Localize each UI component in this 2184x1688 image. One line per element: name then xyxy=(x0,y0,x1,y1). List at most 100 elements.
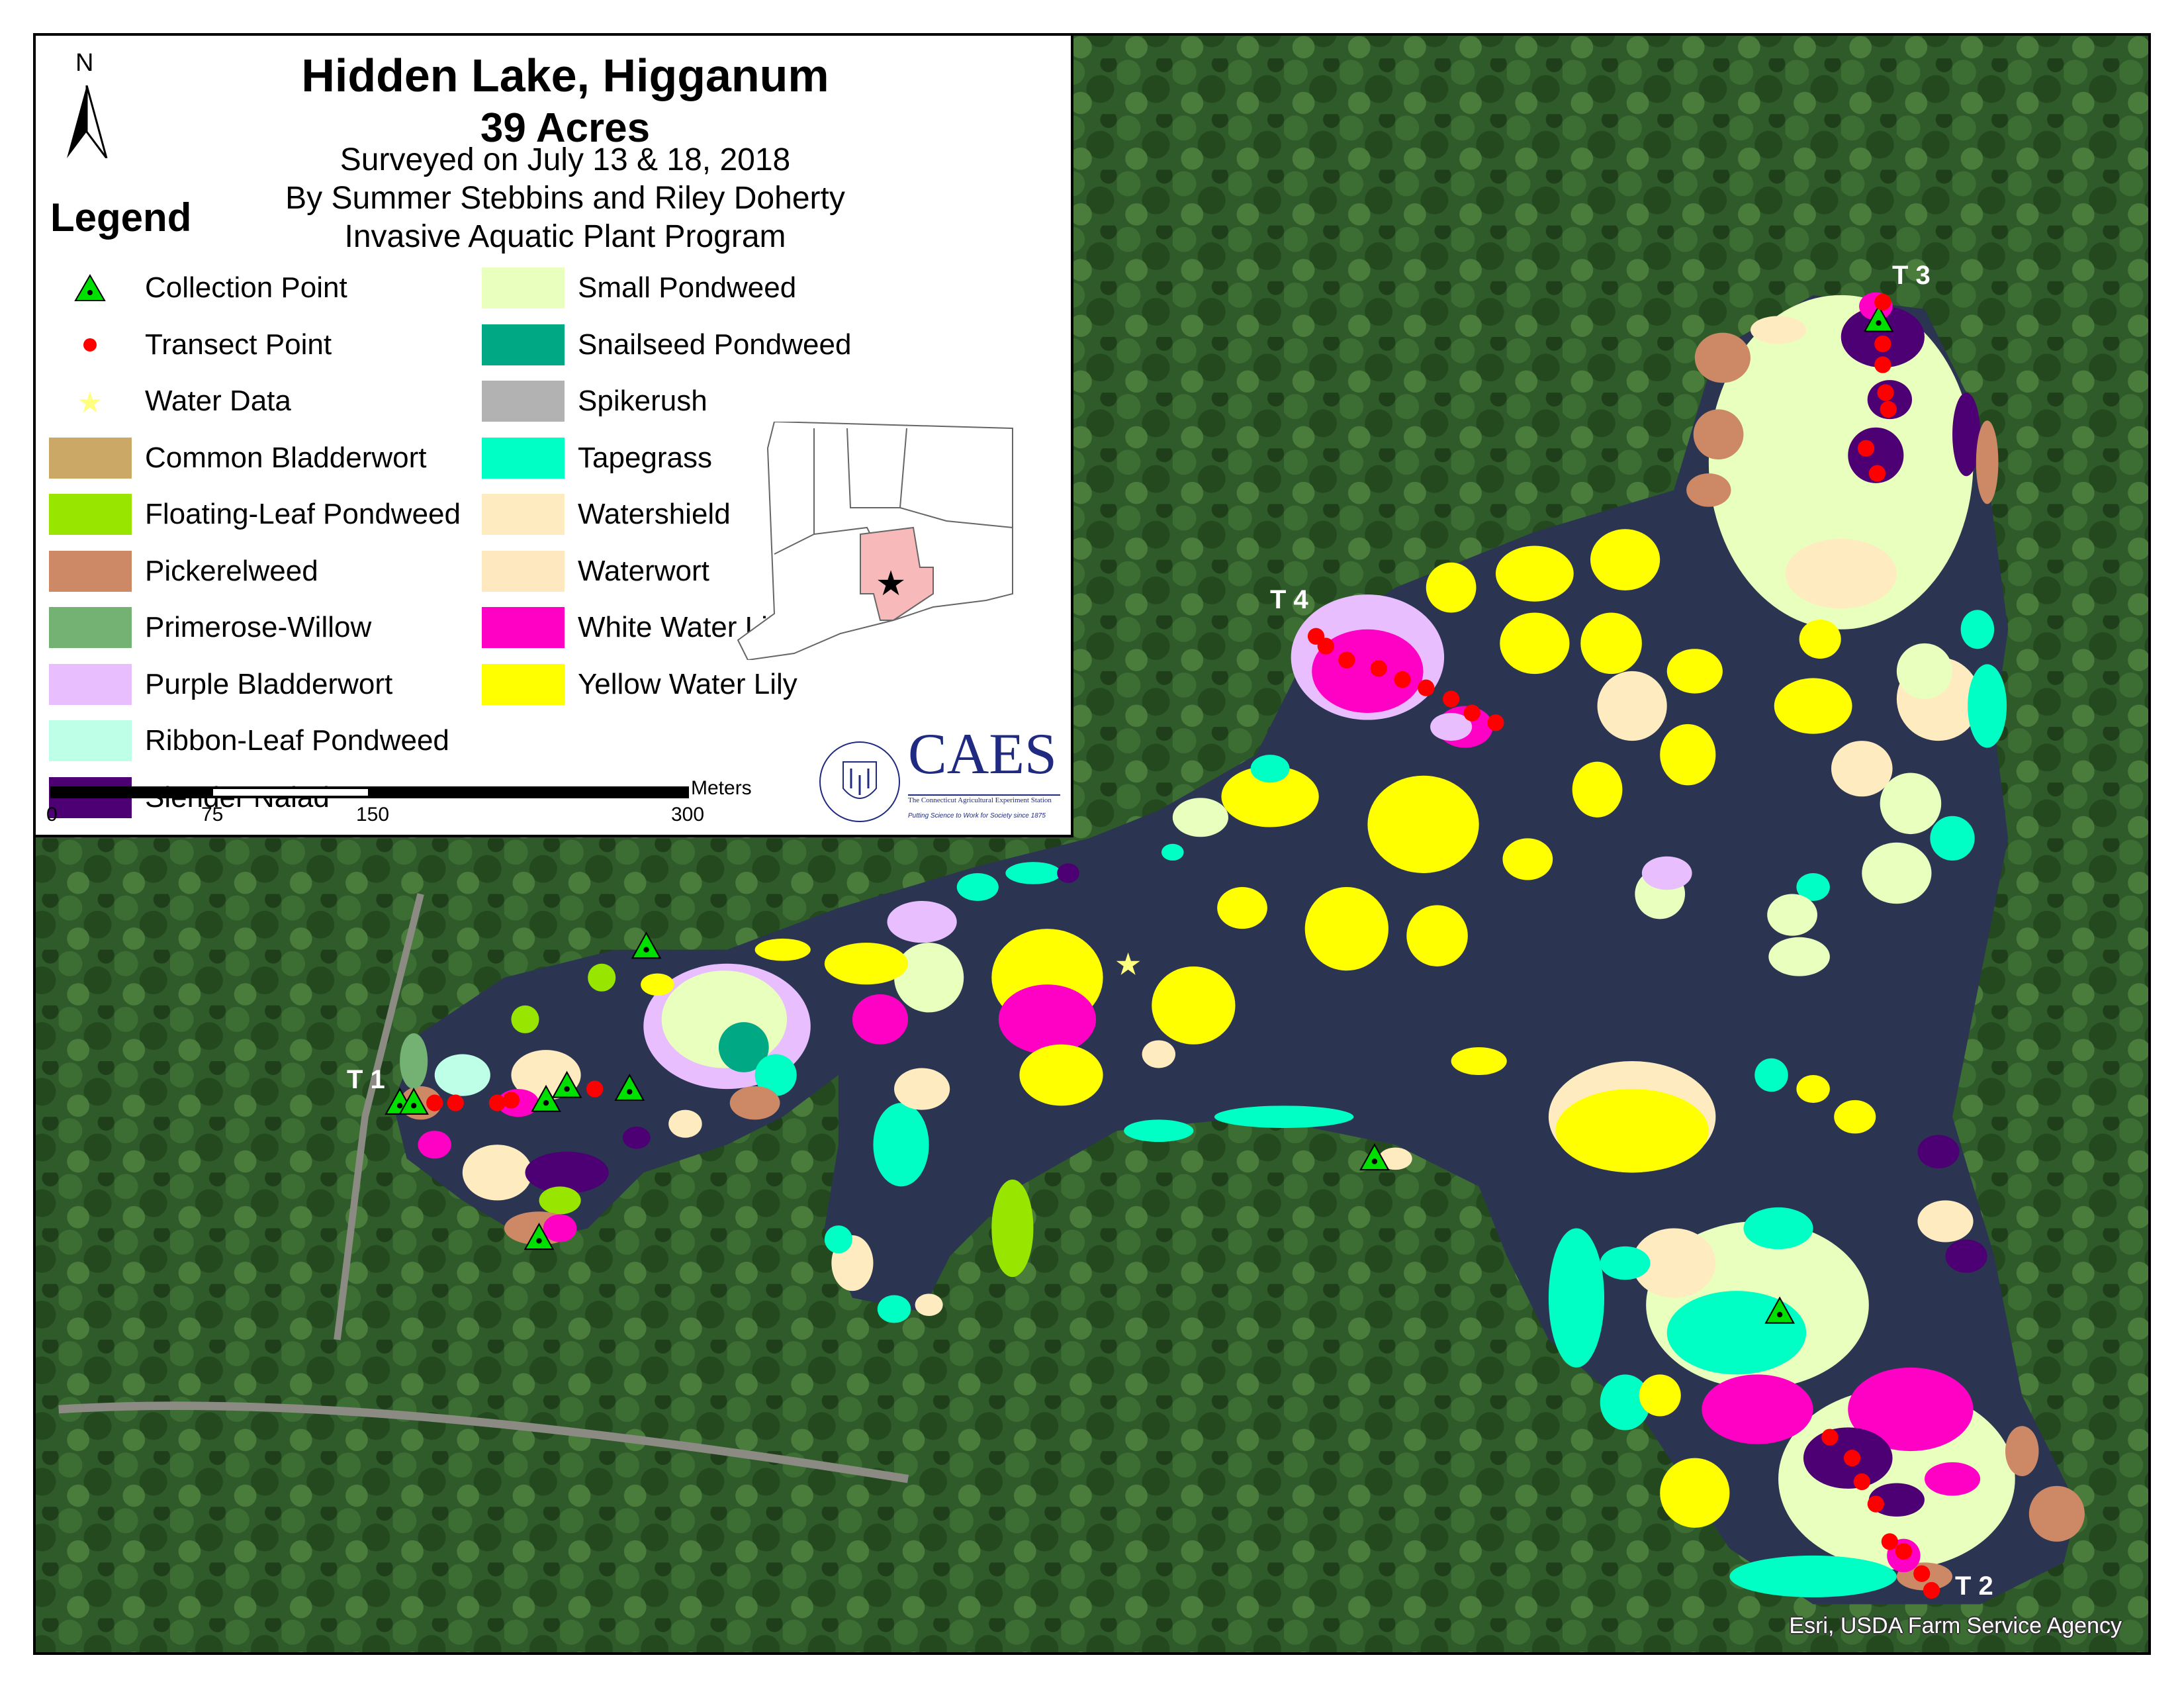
collection-point-icon[interactable] xyxy=(614,1073,645,1101)
scale-unit: Meters xyxy=(691,777,752,799)
caes-logo-text: CAES xyxy=(908,722,1057,786)
transect-point-icon[interactable] xyxy=(1442,690,1460,708)
collection-point-icon[interactable] xyxy=(531,1084,561,1112)
vegetation-patch-rlp xyxy=(434,1054,490,1096)
scale-bar xyxy=(50,786,689,798)
collection-point-icon[interactable] xyxy=(631,931,662,959)
green-triangle-icon xyxy=(49,267,132,308)
transect-point-icon[interactable] xyxy=(1338,651,1355,669)
swatch-ssp xyxy=(482,324,565,365)
legend-label: Purple Bladderwort xyxy=(145,667,393,700)
vegetation-patch-ywl xyxy=(1834,1100,1876,1134)
transect-point-icon[interactable] xyxy=(447,1094,464,1111)
red-dot-icon xyxy=(49,324,132,365)
vegetation-patch-ywl xyxy=(1217,887,1267,929)
transect-point-icon[interactable] xyxy=(1874,293,1891,310)
vegetation-patch-ws xyxy=(894,1068,950,1110)
vegetation-patch-wwl xyxy=(543,1214,577,1243)
vegetation-patch-ywl xyxy=(1451,1047,1507,1076)
map-area: 39 Acres xyxy=(480,105,651,151)
vegetation-patch-tg xyxy=(1600,1374,1651,1430)
collection-point-dot xyxy=(1776,1311,1783,1318)
transect-point-icon[interactable] xyxy=(1923,1581,1940,1599)
vegetation-patch-prw xyxy=(400,1033,428,1090)
swatch-tg xyxy=(482,437,565,479)
transect-point-icon[interactable] xyxy=(1853,1473,1870,1491)
vegetation-patch-pb xyxy=(1430,713,1473,741)
transect-point-icon[interactable] xyxy=(1418,679,1435,696)
vegetation-patch-tg xyxy=(1600,1246,1651,1280)
collection-point-dot xyxy=(643,947,649,953)
transect-point-icon[interactable] xyxy=(1487,714,1504,731)
collection-point-icon[interactable] xyxy=(398,1087,429,1115)
caes-full-name: The Connecticut Agricultural Experiment … xyxy=(908,794,1060,805)
transect-point-icon[interactable] xyxy=(1370,660,1387,677)
transect-point-icon[interactable] xyxy=(1857,440,1875,457)
transect-point-icon[interactable] xyxy=(1868,465,1886,482)
vegetation-patch-ws xyxy=(1917,1200,1974,1243)
vegetation-patch-ws xyxy=(1785,539,1897,609)
water-data-star-icon[interactable]: ★ xyxy=(1115,947,1142,982)
transect-point-icon[interactable] xyxy=(1463,704,1480,722)
connecticut-locator-map: ★ xyxy=(737,422,1013,660)
vegetation-patch-pw xyxy=(2005,1426,2039,1476)
vegetation-patch-ywl xyxy=(1572,761,1623,818)
transect-point-icon[interactable] xyxy=(1874,356,1891,373)
transect-label-t2: T 2 xyxy=(1955,1571,1993,1601)
transect-point-icon[interactable] xyxy=(1874,335,1891,353)
transect-point-icon[interactable] xyxy=(502,1092,520,1109)
vegetation-patch-ywl xyxy=(1152,966,1236,1045)
transect-point-icon[interactable] xyxy=(1867,1495,1884,1513)
transect-point-icon[interactable] xyxy=(1877,384,1894,401)
swatch-ws xyxy=(482,494,565,535)
vegetation-patch-sp xyxy=(1768,937,1830,976)
legend-label: Common Bladderwort xyxy=(145,441,427,474)
transect-point-icon[interactable] xyxy=(1317,637,1334,655)
collection-point-dot xyxy=(543,1100,549,1106)
transect-point-icon[interactable] xyxy=(1843,1450,1861,1467)
vegetation-patch-wwl xyxy=(1924,1462,1981,1496)
vegetation-patch-tg xyxy=(877,1295,911,1323)
vegetation-patch-pw xyxy=(1693,409,1744,460)
vegetation-patch-ws xyxy=(1142,1040,1176,1068)
transect-point-icon[interactable] xyxy=(1895,1542,1913,1560)
transect-point-icon[interactable] xyxy=(426,1094,443,1111)
vegetation-patch-ywl xyxy=(1774,678,1852,734)
vegetation-patch-ywl xyxy=(1555,1089,1709,1173)
vegetation-patch-tg xyxy=(1796,872,1830,902)
collection-point-icon[interactable] xyxy=(1863,305,1894,332)
swatch-flp xyxy=(49,494,132,535)
transect-point-icon[interactable] xyxy=(1913,1565,1931,1582)
collection-point-icon[interactable] xyxy=(1764,1296,1795,1324)
vegetation-patch-sp xyxy=(1862,842,1932,904)
vegetation-patch-flp xyxy=(511,1005,539,1033)
collection-point-icon[interactable] xyxy=(523,1223,555,1250)
vegetation-patch-wwl xyxy=(852,994,909,1045)
vegetation-patch-ywl xyxy=(1590,529,1661,590)
north-label: N xyxy=(75,49,94,77)
vegetation-patch-sn xyxy=(525,1151,609,1194)
transect-point-icon[interactable] xyxy=(1394,671,1411,688)
vegetation-patch-sp xyxy=(1708,295,1974,630)
collection-point-icon[interactable] xyxy=(551,1070,582,1098)
vegetation-patch-tg xyxy=(1930,816,1975,861)
vegetation-patch-sn xyxy=(1057,863,1079,883)
legend-panel: N Hidden Lake, Higganum 39 Acres Surveye… xyxy=(33,33,1073,837)
surveyors: By Summer Stebbins and Riley Doherty xyxy=(285,181,845,216)
vegetation-patch-sp xyxy=(1172,798,1228,837)
transect-point-icon[interactable] xyxy=(586,1080,604,1098)
collection-point-icon[interactable] xyxy=(1359,1143,1390,1171)
vegetation-patch-sn xyxy=(622,1126,651,1149)
swatch-pw xyxy=(49,550,132,592)
legend-label: Yellow Water Lily xyxy=(578,667,797,700)
collection-point-dot xyxy=(627,1089,633,1095)
swatch-ywl xyxy=(482,663,565,705)
vegetation-patch-flp xyxy=(991,1179,1034,1278)
vegetation-patch-ywl xyxy=(1660,724,1716,786)
transect-point-icon[interactable] xyxy=(488,1094,506,1111)
transect-point-icon[interactable] xyxy=(1821,1429,1839,1446)
swatch-pb xyxy=(49,663,132,705)
transect-point-icon[interactable] xyxy=(1880,400,1897,418)
legend-label: Pickerelweed xyxy=(145,554,318,587)
transect-point-icon[interactable] xyxy=(1881,1533,1898,1550)
